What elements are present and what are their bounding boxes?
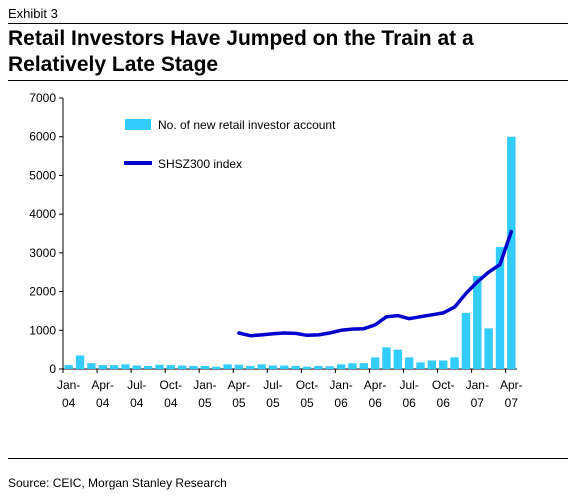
bar [177,365,187,369]
x-tick-label-year: 07 [505,396,519,410]
x-tick-label-month: Apr- [91,378,114,392]
y-tick-label: 5000 [29,168,56,182]
exhibit-label: Exhibit 3 [8,6,58,21]
bar [484,328,493,369]
legend-bar-swatch [125,119,151,130]
bar [348,363,357,369]
x-tick-label-month: Jul- [127,378,146,392]
x-tick-label-year: 04 [130,396,144,410]
bar [64,365,73,369]
x-tick-label-month: Oct- [432,378,455,392]
x-tick-label-month: Jan- [329,378,352,392]
y-tick-label: 1000 [29,323,56,337]
index-line [237,229,514,338]
bar [427,360,437,369]
x-tick-label-year: 06 [402,396,416,410]
bar [132,365,141,369]
y-tick-label: 2000 [29,285,56,299]
bar [370,357,380,369]
x-tick-label-month: Jul- [263,378,282,392]
bar [495,247,505,369]
bar [473,276,482,369]
bar [507,136,516,369]
x-tick-label-year: 06 [368,396,382,410]
bar [234,364,244,369]
chart-area: 0 1000 2000 3000 4000 5000 6000 7000 Jan- 04 Apr- 0… [29,91,523,410]
source-note: Source: CEIC, Morgan Stanley Research [8,476,227,490]
bar [439,360,448,369]
bar [314,365,323,369]
bar [200,365,210,369]
y-tick-label: 6000 [29,130,56,144]
bar [382,347,391,369]
bar [461,312,471,369]
bar [212,366,221,369]
bar [121,364,130,369]
bar [98,365,107,369]
bar [143,365,153,369]
x-tick-label-month: Apr- [500,378,523,392]
bar [450,357,459,369]
bar [416,362,425,369]
y-tick-label: 3000 [29,246,56,260]
y-tick-label: 4000 [29,207,56,221]
x-tick-label-year: 05 [300,396,314,410]
x-tick-label-month: Jan- [57,378,80,392]
x-tick-label-year: 05 [198,396,212,410]
bar [291,365,300,369]
bar [393,349,403,369]
bar [404,357,414,369]
x-tick-label-month: Oct- [296,378,319,392]
bar [257,364,266,369]
bar [280,365,289,369]
bar [155,364,164,369]
y-tick-label: 0 [49,362,56,376]
x-tick-label-year: 06 [334,396,348,410]
chart-title: Retail Investors Have Jumped on the Trai… [8,27,474,76]
x-tick-label-month: Jan- [466,378,489,392]
bar [336,364,346,369]
x-tick-label-month: Jul- [400,378,419,392]
x-tick-label-month: Jan- [193,378,216,392]
header-rule [8,23,568,24]
bar [189,365,198,369]
bar [166,365,176,369]
bar [246,365,255,369]
x-tick-label-month: Apr- [364,378,387,392]
bar [268,365,278,369]
legend-bar-label: No. of new retail investor account [158,118,336,132]
bar [302,366,312,369]
bar [359,363,368,369]
x-tick-label-month: Oct- [159,378,182,392]
bar [87,363,96,369]
x-tick-label-year: 07 [471,396,485,410]
bar [109,365,119,369]
x-tick-label-month: Apr- [228,378,251,392]
footer-rule [8,458,568,459]
x-tick-label-year: 05 [232,396,246,410]
x-tick-label-year: 06 [437,396,451,410]
y-tick-label: 7000 [29,91,56,105]
x-tick-label-year: 04 [96,396,110,410]
title-rule [8,80,568,81]
bar [325,366,334,369]
legend-line-label: SHSZ300 index [158,157,242,171]
x-tick-label-year: 04 [62,396,76,410]
x-tick-label-year: 05 [266,396,280,410]
bar [223,364,232,369]
bar [75,355,85,369]
x-tick-label-year: 04 [164,396,178,410]
